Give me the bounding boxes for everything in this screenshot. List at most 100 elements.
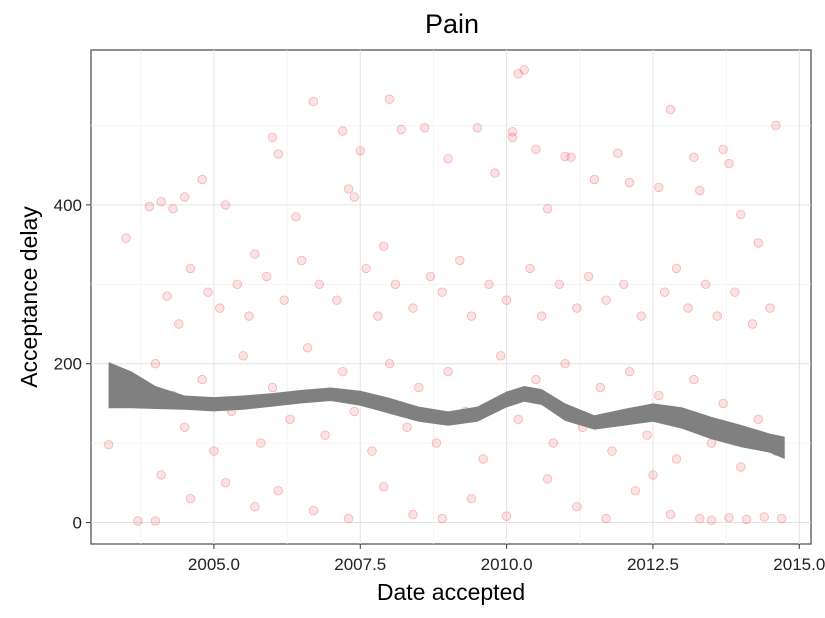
data-point: [712, 311, 723, 321]
data-point: [472, 123, 483, 133]
data-point: [660, 287, 670, 297]
data-point: [753, 414, 764, 425]
data-point: [332, 295, 342, 305]
chart-title: Pain: [425, 9, 479, 39]
data-point: [619, 279, 629, 290]
data-point: [542, 204, 553, 214]
y-axis: 0 200 400: [54, 196, 91, 533]
data-point: [478, 454, 488, 464]
x-axis-label: Date accepted: [377, 579, 525, 605]
x-tick-label: 2005.0: [188, 555, 240, 574]
data-point: [542, 474, 553, 484]
data-point: [220, 478, 231, 488]
y-tick-label: 0: [73, 514, 82, 533]
data-point: [706, 438, 717, 448]
data-point: [665, 509, 676, 520]
data-point: [144, 201, 155, 212]
data-point: [777, 513, 787, 524]
data-point: [308, 505, 319, 516]
data-point: [730, 287, 740, 297]
data-point: [601, 295, 611, 305]
data-point: [256, 438, 266, 448]
data-point: [408, 509, 418, 520]
data-point: [402, 422, 412, 433]
data-point: [396, 124, 406, 135]
data-point: [753, 238, 764, 248]
data-point: [343, 513, 354, 524]
data-point: [513, 414, 524, 425]
data-point: [531, 374, 541, 385]
data-point: [507, 132, 518, 143]
data-point: [244, 311, 254, 321]
data-point: [741, 514, 752, 525]
data-point: [455, 255, 465, 266]
data-point: [414, 382, 424, 393]
data-point: [566, 152, 576, 162]
data-point: [654, 182, 664, 193]
data-point: [507, 127, 518, 137]
data-point: [185, 263, 196, 274]
data-point: [384, 94, 395, 104]
data-point: [531, 144, 541, 155]
data-point: [443, 367, 453, 377]
x-tick-label: 2015.0: [773, 555, 825, 574]
data-point: [706, 515, 717, 525]
data-point: [689, 374, 699, 385]
data-point: [420, 123, 430, 133]
data-point: [595, 382, 606, 393]
y-tick-label: 200: [54, 355, 82, 374]
data-point: [408, 303, 418, 313]
data-point: [133, 516, 143, 526]
data-point: [630, 486, 641, 496]
data-point: [384, 359, 395, 369]
data-point: [355, 146, 366, 156]
data-point: [501, 295, 512, 305]
data-point: [718, 144, 728, 155]
data-point: [437, 287, 447, 297]
data-point: [519, 65, 529, 75]
x-tick-label: 2012.5: [627, 555, 679, 574]
data-point: [390, 279, 401, 290]
data-point: [613, 148, 623, 158]
data-point: [338, 126, 348, 136]
data-point: [490, 168, 500, 178]
data-point: [302, 343, 313, 353]
data-point: [695, 185, 705, 196]
data-point: [671, 263, 682, 274]
data-points: [103, 65, 787, 526]
data-point: [279, 295, 289, 305]
data-point: [343, 184, 354, 194]
data-point: [203, 287, 213, 297]
data-point: [601, 513, 611, 524]
data-point: [437, 513, 447, 524]
data-point: [695, 513, 705, 524]
data-point: [150, 516, 161, 526]
data-point: [665, 104, 676, 115]
x-axis: 2005.0 2007.5 2010.0 2012.5 2015.0: [188, 544, 825, 574]
data-point: [314, 279, 325, 290]
plot-panel: [90, 49, 812, 545]
data-point: [361, 263, 371, 274]
data-point: [285, 414, 295, 425]
data-point: [197, 374, 207, 385]
data-point: [683, 303, 693, 313]
data-point: [484, 279, 494, 290]
data-point: [291, 212, 301, 222]
data-point: [724, 158, 734, 169]
data-point: [185, 494, 196, 504]
data-point: [771, 120, 781, 131]
data-point: [150, 359, 161, 369]
data-point: [689, 152, 699, 162]
data-point: [466, 311, 477, 321]
data-point: [560, 151, 570, 162]
confidence-ribbon: [108, 362, 785, 459]
data-point: [443, 154, 453, 164]
gridlines: [91, 50, 811, 544]
data-point: [759, 512, 769, 522]
data-point: [162, 291, 172, 301]
data-point: [261, 271, 272, 282]
y-axis-label: Acceptance delay: [16, 206, 42, 388]
data-point: [103, 440, 114, 450]
data-point: [121, 233, 131, 243]
